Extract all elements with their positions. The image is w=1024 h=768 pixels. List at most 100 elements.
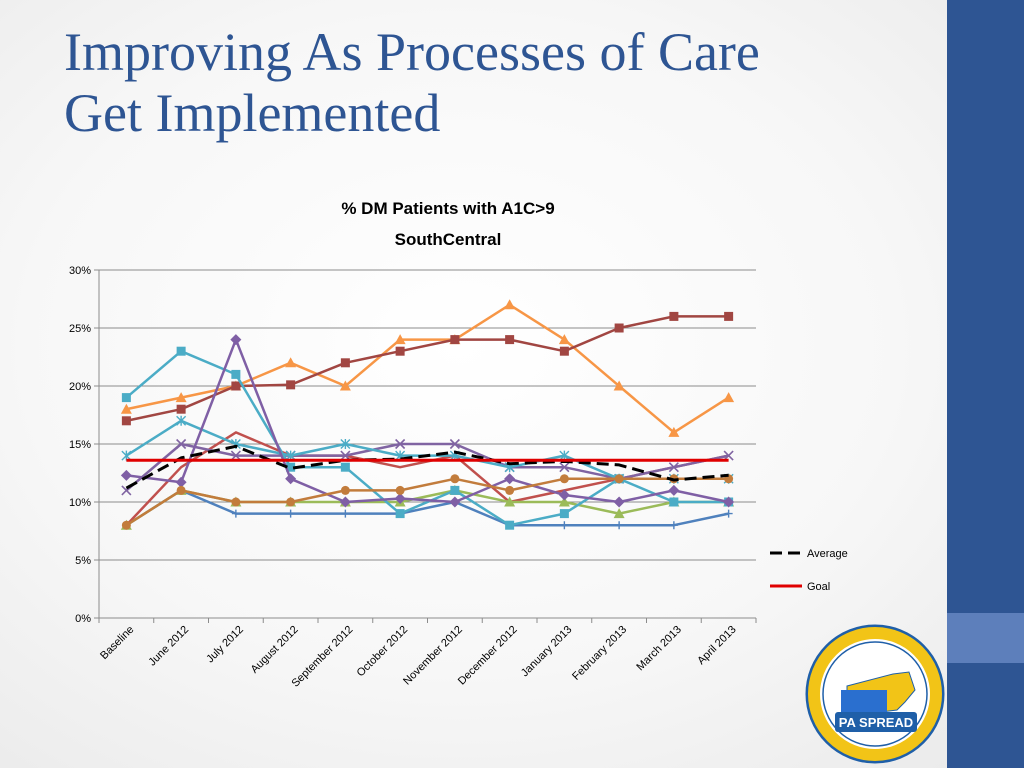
- series-line: [126, 338, 729, 504]
- data-point: [504, 496, 516, 507]
- pa-spread-logo: PA SPREAD: [805, 624, 945, 764]
- data-point: [231, 369, 241, 379]
- data-point: [285, 473, 297, 485]
- data-point: [559, 509, 569, 519]
- slide-title-line-2: Get Implemented: [64, 83, 441, 143]
- data-point: [450, 335, 460, 345]
- data-point: [558, 496, 570, 507]
- data-point: [175, 392, 187, 403]
- series-line: [125, 349, 729, 527]
- data-point: [121, 416, 131, 426]
- x-tick-label: September 2012: [289, 624, 355, 690]
- data-point: [669, 497, 679, 507]
- data-point: [286, 380, 296, 390]
- data-point: [285, 357, 297, 368]
- data-point: [724, 509, 733, 518]
- data-point: [450, 485, 460, 495]
- data-point: [613, 380, 625, 391]
- data-point: [668, 484, 680, 496]
- slide-title: Improving As Processes of Care Get Imple…: [64, 22, 924, 144]
- data-point: [286, 509, 295, 518]
- x-tick-label: July 2012: [204, 624, 246, 666]
- x-tick-label: February 2013: [570, 624, 629, 683]
- data-point: [560, 521, 569, 530]
- chart-title: % DM Patients with A1C>9: [341, 199, 554, 218]
- chart-legend: Average Goal: [770, 548, 848, 593]
- y-tick-label: 25%: [69, 323, 91, 335]
- y-tick-label: 20%: [69, 381, 91, 393]
- data-point: [559, 462, 570, 473]
- y-tick-label: 10%: [69, 497, 91, 509]
- data-point: [614, 323, 624, 333]
- chart-series-group: [120, 299, 735, 530]
- data-point: [723, 392, 735, 403]
- series-11: [125, 444, 729, 490]
- data-point: [668, 426, 680, 437]
- x-tick-label: January 2013: [519, 624, 575, 680]
- data-point: [559, 474, 569, 484]
- line-chart: % DM Patients with A1C>9 SouthCentral 0%…: [69, 199, 848, 690]
- x-tick-label: August 2012: [249, 624, 301, 676]
- data-point: [558, 334, 570, 345]
- data-point: [231, 497, 241, 507]
- x-tick-label: Baseline: [98, 624, 136, 662]
- x-tick-label: December 2012: [456, 624, 520, 688]
- data-point: [505, 335, 515, 345]
- data-point: [669, 521, 678, 530]
- data-point: [395, 438, 406, 450]
- data-point: [449, 496, 461, 508]
- data-point: [723, 450, 734, 461]
- chart-subtitle: SouthCentral: [395, 230, 502, 249]
- data-point: [395, 485, 405, 495]
- data-point: [559, 346, 569, 356]
- y-tick-label: 0%: [75, 613, 91, 625]
- data-point: [724, 311, 734, 321]
- data-point: [394, 334, 406, 345]
- series-line: [126, 315, 729, 423]
- data-point: [394, 493, 406, 505]
- x-tick-label: November 2012: [401, 624, 465, 688]
- data-point: [669, 311, 679, 321]
- data-point: [341, 509, 350, 518]
- data-point: [614, 474, 624, 484]
- x-tick-label: March 2013: [634, 624, 684, 674]
- series-8: [121, 346, 734, 530]
- series-10: [121, 474, 734, 530]
- data-point: [286, 497, 296, 507]
- logo-badge-text: PA SPREAD: [839, 715, 913, 730]
- data-point: [340, 485, 350, 495]
- data-point: [230, 334, 242, 346]
- data-point: [558, 489, 570, 501]
- data-point: [505, 520, 515, 530]
- data-point: [339, 380, 351, 391]
- data-point: [121, 520, 131, 530]
- x-tick-label: April 2013: [695, 624, 739, 668]
- data-point: [449, 438, 460, 450]
- data-point: [340, 439, 351, 449]
- y-tick-label: 5%: [75, 555, 91, 567]
- data-point: [504, 473, 516, 485]
- data-point: [340, 450, 351, 461]
- data-point: [121, 450, 132, 461]
- series-7: [121, 311, 734, 426]
- data-point: [176, 404, 186, 414]
- data-point: [395, 509, 405, 519]
- data-point: [504, 299, 516, 310]
- data-point: [613, 508, 625, 519]
- data-point: [613, 496, 625, 508]
- data-point: [231, 381, 241, 391]
- data-point: [723, 496, 735, 508]
- data-point: [176, 485, 186, 495]
- series-line: [125, 489, 729, 527]
- series-line: [125, 442, 729, 492]
- legend-label: Average: [807, 548, 848, 560]
- data-point: [121, 393, 131, 403]
- series-line: [125, 477, 729, 527]
- data-point: [340, 462, 350, 472]
- data-point: [339, 496, 351, 508]
- series-9: [120, 334, 735, 508]
- series-line: [125, 444, 729, 490]
- data-point: [395, 346, 405, 356]
- data-point: [176, 415, 187, 426]
- data-point: [120, 469, 132, 481]
